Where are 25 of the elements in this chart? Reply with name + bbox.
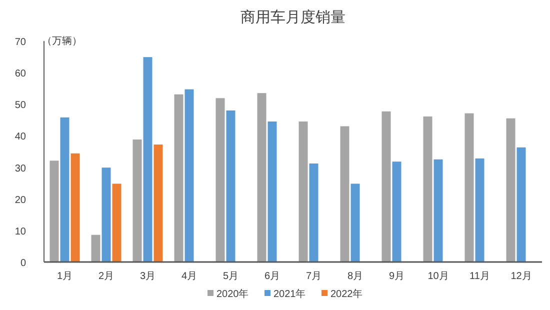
x-tick-label: 2月	[98, 271, 114, 282]
x-tick-label: 12月	[510, 271, 532, 282]
y-tick-label: 30	[14, 163, 26, 174]
y-tick-label: 50	[14, 100, 26, 112]
x-tick-label: 6月	[264, 271, 280, 282]
x-tick-label: 8月	[347, 271, 364, 282]
ylabel: （万辆）	[42, 36, 82, 47]
x-tick-label: 9月	[388, 271, 405, 282]
x-tick-label: 7月	[306, 271, 322, 282]
legend-label: 2022年	[330, 288, 363, 300]
legend-label: 2020年	[216, 288, 249, 300]
y-tick-label: 70	[14, 37, 26, 48]
y-tick-label: 60	[14, 68, 26, 80]
y-tick-label: 10	[14, 226, 26, 238]
title: 商用车月度销量	[240, 9, 346, 26]
x-tick-label: 11月	[470, 271, 490, 282]
y-tick-label: 40	[14, 132, 26, 143]
x-tick-label: 1月	[56, 271, 73, 282]
x-tick-label: 4月	[181, 271, 198, 282]
y-tick-label: 0	[20, 258, 26, 269]
x-tick-label: 10月	[428, 271, 449, 282]
legend-label: 2021年	[274, 288, 306, 300]
x-tick-label: 3月	[140, 271, 156, 282]
y-tick-label: 20	[14, 194, 26, 206]
x-tick-label: 5月	[222, 271, 239, 282]
